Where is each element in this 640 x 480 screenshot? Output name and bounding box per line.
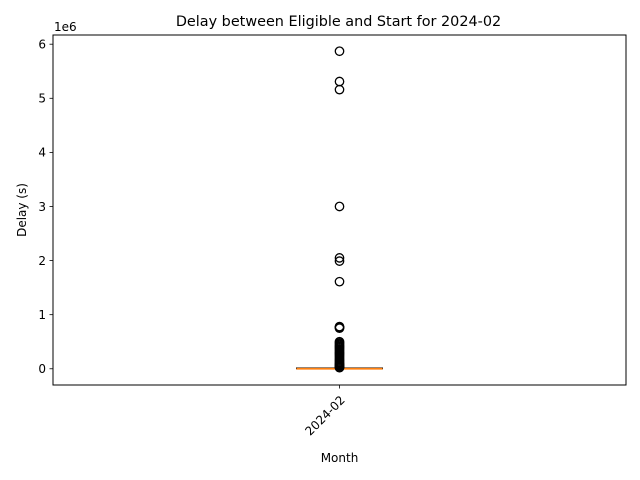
y-axis-label: Delay (s): [15, 183, 29, 237]
outlier-point: [334, 201, 345, 212]
y-tick-label: 1: [38, 308, 46, 322]
y-tick-label: 3: [38, 200, 46, 214]
box-plot: [296, 46, 383, 373]
x-tick-label: 2024-02: [302, 393, 347, 438]
outlier-point: [334, 76, 345, 87]
y-tick-label: 5: [38, 92, 46, 106]
y-axis: 0 1 2 3 4 5 6: [38, 37, 53, 376]
y-tick-label: 4: [38, 146, 46, 160]
y-offset-label: 1e6: [54, 20, 77, 34]
chart-title: Delay between Eligible and Start for 202…: [176, 14, 501, 30]
outlier-point: [334, 256, 345, 266]
outlier-point: [334, 84, 345, 95]
outlier-point: [334, 46, 345, 57]
outlier-point: [334, 323, 345, 334]
x-axis: 2024-02: [302, 385, 348, 438]
y-tick-label: 0: [38, 362, 46, 376]
outlier-point: [334, 362, 345, 373]
outlier-point: [334, 276, 345, 287]
outlier-point: [334, 253, 345, 263]
y-tick-label: 6: [38, 37, 46, 51]
y-tick-label: 2: [38, 254, 46, 268]
x-axis-label: Month: [321, 451, 359, 465]
